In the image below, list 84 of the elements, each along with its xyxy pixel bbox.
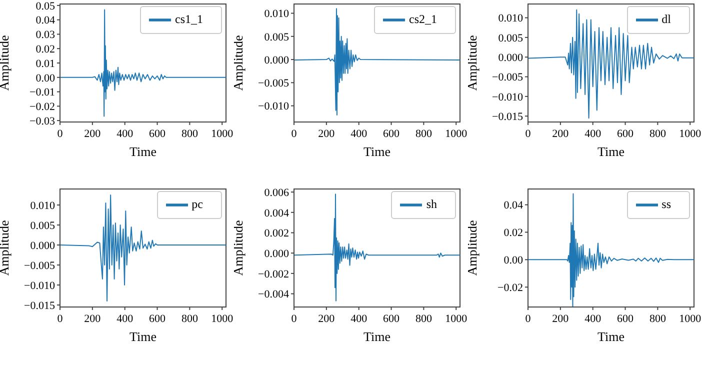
y-tick-label: −0.03 xyxy=(30,115,56,128)
y-tick-label: −0.015 xyxy=(492,111,524,124)
x-tick-label: 400 xyxy=(116,312,134,324)
legend-label: cs2_1 xyxy=(409,12,437,26)
x-tick-label: 1000 xyxy=(679,128,702,140)
y-tick-label: −0.01 xyxy=(30,86,55,99)
y-tick-label: 0.04 xyxy=(36,14,56,27)
y-tick-label: 0.00 xyxy=(504,254,524,266)
y-tick-label: −0.005 xyxy=(258,78,290,90)
x-tick-label: 1000 xyxy=(211,128,234,140)
x-axis-title: Time xyxy=(130,328,157,344)
legend-label: cs1_1 xyxy=(175,12,203,26)
y-tick-label: 0.04 xyxy=(504,199,524,212)
x-tick-label: 800 xyxy=(181,312,198,324)
y-tick-label: −0.010 xyxy=(492,91,524,104)
x-tick-label: 800 xyxy=(649,128,666,140)
x-tick-label: 600 xyxy=(383,128,400,140)
y-tick-label: 0.02 xyxy=(504,226,523,239)
x-tick-label: 0 xyxy=(525,128,532,140)
y-tick-label: 0.006 xyxy=(264,186,290,198)
x-tick-label: 200 xyxy=(318,128,336,140)
y-tick-label: 0.000 xyxy=(264,54,290,66)
y-tick-label: −0.015 xyxy=(24,299,56,312)
x-tick-label: 0 xyxy=(57,312,64,324)
x-tick-label: 400 xyxy=(350,312,368,324)
y-tick-label: 0.004 xyxy=(264,206,290,219)
legend-label: pc xyxy=(192,196,203,210)
x-tick-label: 400 xyxy=(584,312,602,324)
y-tick-label: −0.002 xyxy=(258,268,289,280)
y-tick-label: −0.005 xyxy=(492,72,524,84)
x-tick-label: 600 xyxy=(149,128,166,140)
x-tick-label: 800 xyxy=(181,128,198,140)
y-tick-label: 0.005 xyxy=(498,32,524,44)
x-axis-title: Time xyxy=(364,144,391,159)
x-tick-label: 1000 xyxy=(211,312,234,324)
y-tick-label: −0.010 xyxy=(258,100,290,113)
x-tick-label: 0 xyxy=(57,128,64,140)
y-tick-label: −0.010 xyxy=(24,279,56,292)
y-tick-label: 0.010 xyxy=(30,199,56,212)
x-axis-title: Time xyxy=(598,328,625,344)
x-tick-label: 400 xyxy=(116,128,134,140)
y-tick-label: 0.002 xyxy=(264,227,289,240)
x-tick-label: 200 xyxy=(84,128,102,140)
x-axis-title: Time xyxy=(598,144,625,159)
y-tick-label: 0.000 xyxy=(30,239,56,252)
x-tick-label: 400 xyxy=(350,128,368,140)
x-tick-label: 1000 xyxy=(445,128,468,140)
x-axis-title: Time xyxy=(130,144,157,159)
y-tick-label: −0.004 xyxy=(258,288,290,300)
y-tick-label: −0.02 xyxy=(30,101,55,114)
y-tick-label: 0.000 xyxy=(264,247,290,260)
x-tick-label: 200 xyxy=(318,312,336,324)
x-tick-label: 600 xyxy=(617,128,634,140)
x-tick-label: 200 xyxy=(552,312,570,324)
y-tick-label: 0.03 xyxy=(36,29,56,42)
x-tick-label: 800 xyxy=(415,128,432,140)
x-tick-label: 600 xyxy=(149,312,166,324)
legend-label: ss xyxy=(662,196,671,210)
legend-label: dl xyxy=(662,12,671,26)
y-tick-label: 0.02 xyxy=(36,44,55,56)
y-tick-label: 0.00 xyxy=(36,72,56,84)
x-tick-label: 1000 xyxy=(445,312,468,324)
legend-label: sh xyxy=(426,196,437,210)
x-tick-label: 200 xyxy=(552,128,570,140)
x-tick-label: 0 xyxy=(291,128,298,140)
y-tick-label: 0.010 xyxy=(498,12,524,25)
y-tick-label: 0.005 xyxy=(264,31,290,44)
y-tick-label: 0.01 xyxy=(36,58,55,70)
x-tick-label: 800 xyxy=(415,312,432,324)
x-tick-label: 400 xyxy=(584,128,602,140)
y-tick-label: −0.005 xyxy=(24,259,56,272)
y-tick-label: 0.05 xyxy=(36,0,56,12)
x-tick-label: 1000 xyxy=(679,312,702,324)
y-tick-label: −0.02 xyxy=(498,282,523,294)
x-tick-label: 0 xyxy=(291,312,298,324)
x-tick-label: 600 xyxy=(383,312,400,324)
y-tick-label: 0.005 xyxy=(30,219,56,232)
x-tick-label: 800 xyxy=(649,312,666,324)
x-tick-label: 0 xyxy=(525,312,532,324)
y-tick-label: 0.000 xyxy=(498,52,524,64)
x-tick-label: 600 xyxy=(617,312,634,324)
x-axis-title: Time xyxy=(364,328,391,344)
x-tick-label: 200 xyxy=(84,312,102,324)
y-tick-label: 0.010 xyxy=(264,8,290,20)
